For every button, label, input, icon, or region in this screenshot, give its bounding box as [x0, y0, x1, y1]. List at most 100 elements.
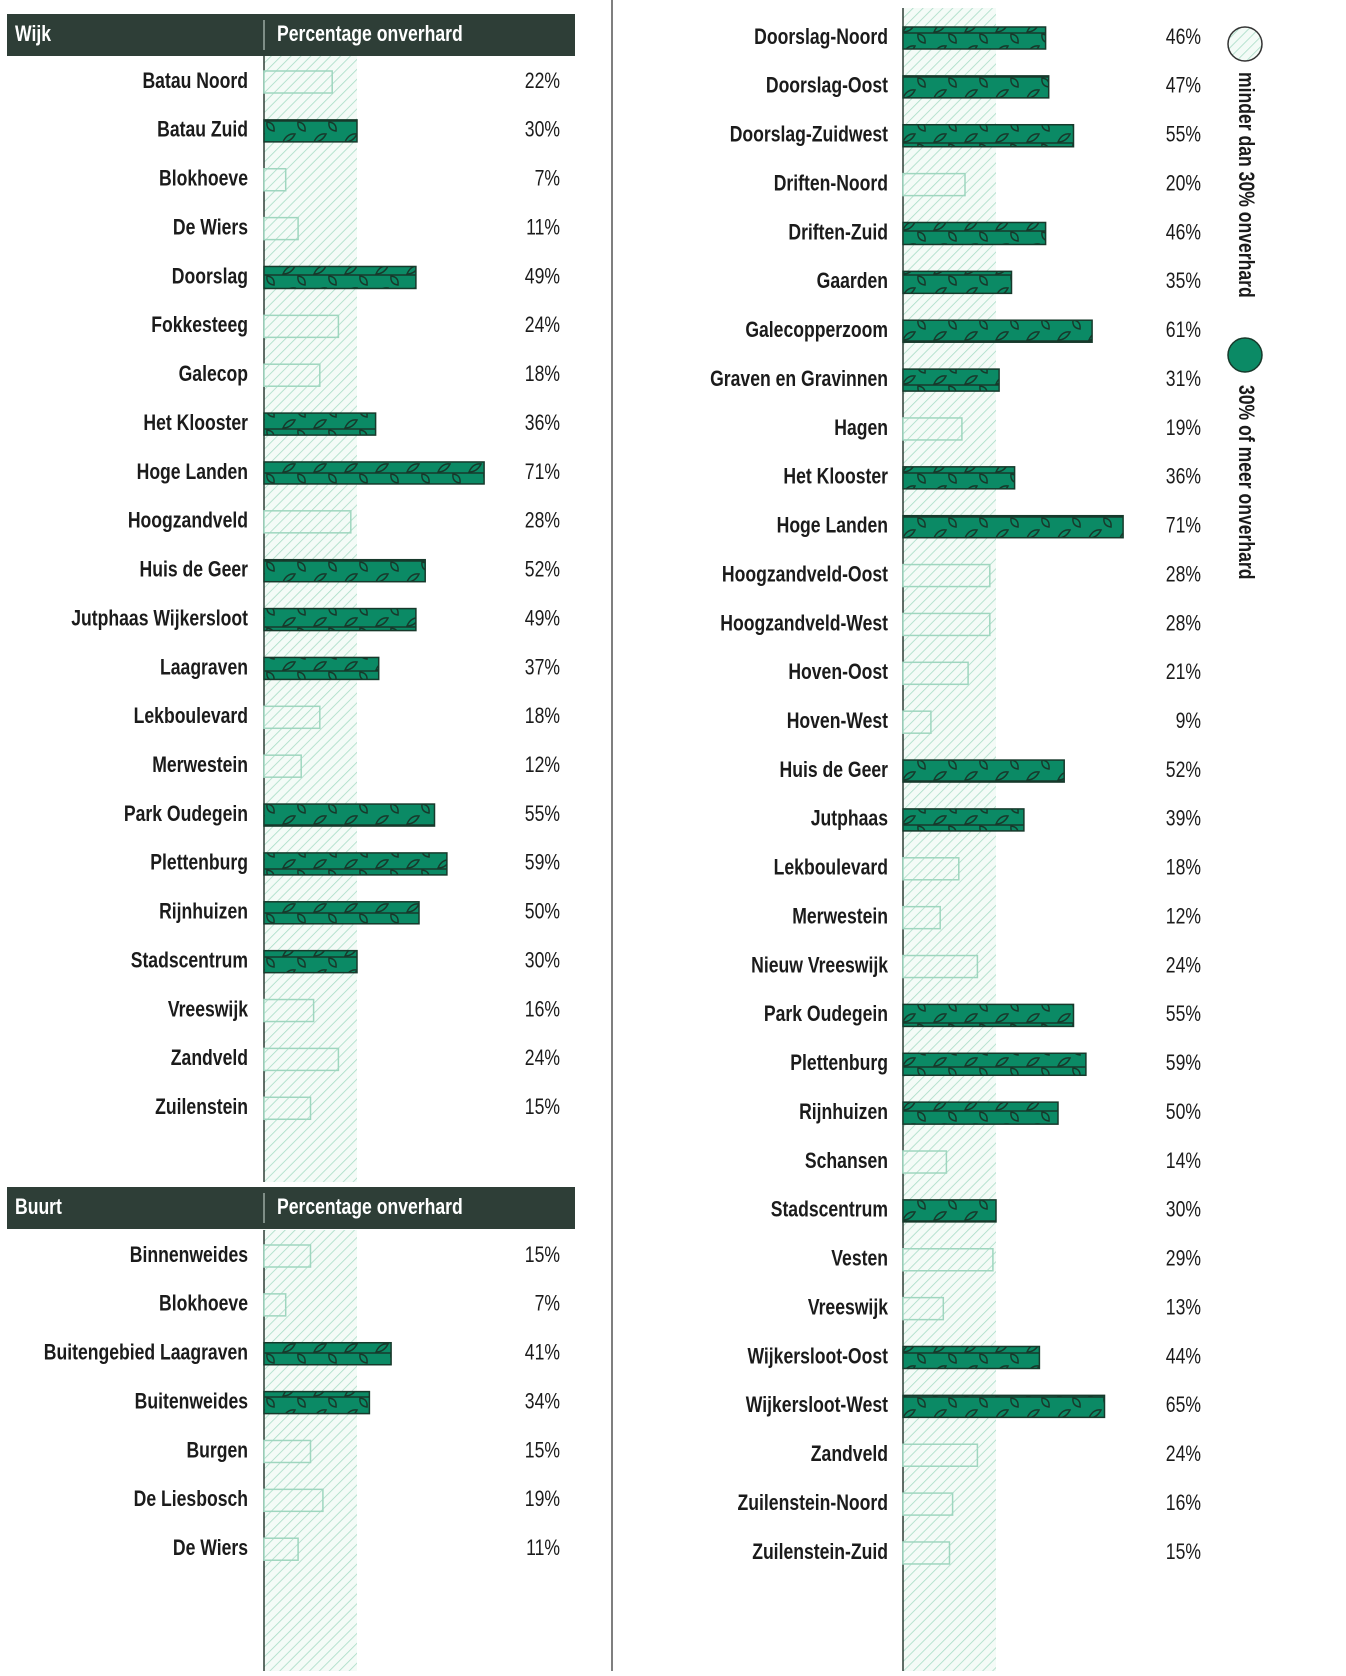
- category-label: Merwestein: [152, 753, 248, 777]
- value-label: 18%: [1166, 856, 1201, 880]
- category-label: Stadscentrum: [131, 949, 248, 973]
- value-label: 7%: [535, 1292, 560, 1316]
- bar: [903, 956, 977, 978]
- category-label: Plettenburg: [150, 851, 248, 875]
- bar: [264, 853, 447, 875]
- legend-swatch: [1228, 338, 1262, 372]
- value-label: 30%: [525, 949, 560, 973]
- bar: [903, 222, 1046, 244]
- category-label: Graven en Gravinnen: [710, 367, 888, 391]
- value-label-group: 39%: [1166, 807, 1201, 831]
- bar: [264, 364, 320, 386]
- value-label: 55%: [1166, 123, 1201, 147]
- category-label-group: Blokhoeve: [159, 167, 248, 191]
- value-label-group: 7%: [535, 167, 560, 191]
- bar: [264, 804, 435, 826]
- category-label: Driften-Zuid: [788, 221, 888, 245]
- category-label-group: Jutphaas: [811, 807, 888, 831]
- value-label: 15%: [525, 1243, 560, 1267]
- threshold-band: [903, 8, 996, 1671]
- value-label: 30%: [525, 118, 560, 142]
- category-label-group: Rijnhuizen: [799, 1100, 888, 1124]
- value-label: 12%: [1166, 905, 1201, 929]
- category-label: Stadscentrum: [771, 1198, 888, 1222]
- bar: [264, 609, 416, 631]
- value-label-group: 28%: [1166, 611, 1201, 635]
- bar: [264, 1048, 338, 1070]
- category-label: Laagraven: [160, 655, 248, 679]
- bar: [903, 907, 940, 929]
- value-label: 55%: [525, 802, 560, 826]
- category-label: Doorslag: [172, 265, 248, 289]
- category-label-group: Hoven-Oost: [788, 660, 888, 684]
- category-label: Park Oudegein: [124, 802, 248, 826]
- category-label: Blokhoeve: [159, 167, 248, 191]
- category-label: Zuilenstein-Zuid: [752, 1540, 888, 1564]
- category-label: Zandveld: [811, 1442, 888, 1466]
- value-label: 36%: [1166, 465, 1201, 489]
- category-label-group: Hoge Landen: [777, 514, 888, 538]
- category-label-group: Het Klooster: [143, 411, 248, 435]
- bar: [903, 1102, 1058, 1124]
- category-label: Binnenweides: [130, 1243, 248, 1267]
- value-label: 55%: [1166, 1002, 1201, 1026]
- bar: [264, 1392, 369, 1414]
- value-label: 18%: [525, 362, 560, 386]
- value-label-group: 55%: [1166, 123, 1201, 147]
- category-label: Hoven-West: [787, 709, 889, 733]
- category-label-group: Batau Noord: [142, 69, 248, 93]
- category-label: Zuilenstein: [155, 1095, 248, 1119]
- category-label-group: Hagen: [834, 416, 888, 440]
- category-label: Galecop: [179, 362, 248, 386]
- category-label: Batau Noord: [142, 69, 248, 93]
- bar: [903, 711, 931, 733]
- value-label-group: 15%: [1166, 1540, 1201, 1564]
- category-label-group: Doorslag-Noord: [754, 25, 888, 49]
- value-label-group: 55%: [1166, 1002, 1201, 1026]
- chart: WijkPercentage onverhardBatau Noord22%Ba…: [0, 0, 1346, 1671]
- value-label: 21%: [1166, 660, 1201, 684]
- value-label-group: 7%: [535, 1292, 560, 1316]
- category-label: Wijkersloot-Oost: [747, 1345, 888, 1369]
- bar: [903, 1346, 1039, 1368]
- value-label-group: 15%: [525, 1095, 560, 1119]
- value-label-group: 44%: [1166, 1345, 1201, 1369]
- value-label: 9%: [1176, 709, 1201, 733]
- category-label-group: Binnenweides: [130, 1243, 248, 1267]
- value-label-group: 49%: [525, 265, 560, 289]
- category-label-group: Buitenweides: [135, 1390, 248, 1414]
- category-label-group: De Liesbosch: [134, 1487, 248, 1511]
- category-label: Huis de Geer: [140, 558, 249, 582]
- value-label-group: 19%: [1166, 416, 1201, 440]
- category-label-group: Hoogzandveld-Oost: [722, 563, 888, 587]
- category-label: Rijnhuizen: [159, 900, 248, 924]
- value-label-group: 50%: [1166, 1100, 1201, 1124]
- value-label: 7%: [535, 167, 560, 191]
- category-label: Burgen: [186, 1439, 248, 1463]
- value-label: 30%: [1166, 1198, 1201, 1222]
- header-label: Percentage onverhard: [277, 1195, 463, 1219]
- value-label-group: 16%: [525, 998, 560, 1022]
- bar: [264, 1097, 311, 1119]
- value-label-group: 15%: [525, 1439, 560, 1463]
- header-label-group: Percentage onverhard: [277, 22, 463, 46]
- value-label-group: 24%: [1166, 954, 1201, 978]
- category-label-group: Vreeswijk: [168, 998, 249, 1022]
- value-label-group: 14%: [1166, 1149, 1201, 1173]
- category-label-group: Fokkesteeg: [151, 313, 248, 337]
- value-label-group: 35%: [1166, 269, 1201, 293]
- category-label-group: Graven en Gravinnen: [710, 367, 888, 391]
- bar: [903, 1004, 1074, 1026]
- category-label-group: Rijnhuizen: [159, 900, 248, 924]
- category-label-group: Wijkersloot-West: [746, 1393, 889, 1417]
- value-label-group: 50%: [525, 900, 560, 924]
- header-label: Buurt: [15, 1195, 62, 1219]
- category-label: Hoogzandveld: [128, 509, 248, 533]
- category-label-group: Schansen: [805, 1149, 888, 1173]
- category-label-group: Zuilenstein-Zuid: [752, 1540, 888, 1564]
- value-label-group: 31%: [1166, 367, 1201, 391]
- value-label: 71%: [525, 460, 560, 484]
- bar: [903, 1249, 993, 1271]
- category-label: Lekboulevard: [774, 856, 888, 880]
- category-label: Vreeswijk: [808, 1296, 889, 1320]
